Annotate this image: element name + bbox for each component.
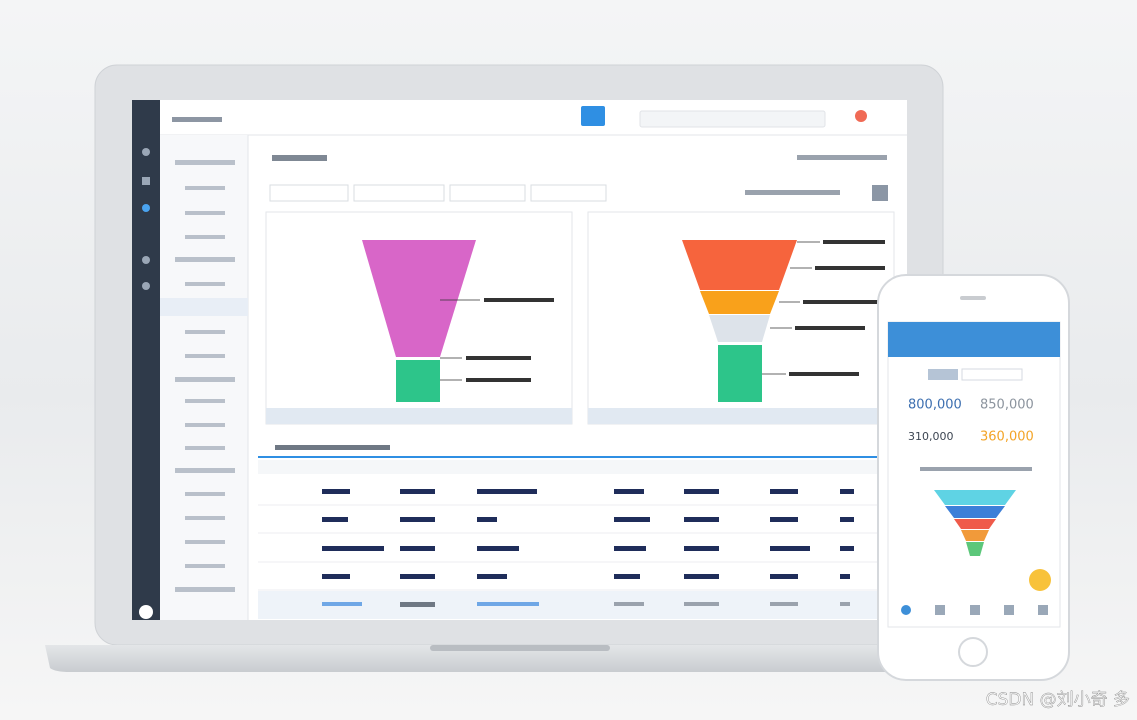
app-title-blur — [172, 117, 222, 122]
laptop-notch — [430, 645, 610, 651]
phone-funnel-stage — [954, 519, 996, 529]
page-title-blur — [272, 155, 327, 161]
funnel-stage — [718, 345, 762, 402]
table-tab-blur — [275, 445, 390, 450]
logo[interactable] — [581, 106, 605, 126]
phone-tab-active[interactable] — [928, 369, 958, 380]
funnel-stage — [709, 315, 770, 342]
panel-footer — [266, 408, 572, 424]
phone-home-button[interactable] — [958, 637, 988, 667]
funnel-stage — [396, 360, 440, 402]
sidebar-icons — [139, 148, 153, 619]
phone-funnel-stage — [934, 490, 1016, 505]
phone-header — [888, 322, 1060, 357]
icon-sidebar — [132, 100, 160, 620]
phone-stat: 360,000 — [980, 430, 1034, 445]
phone-funnel-stage — [961, 530, 989, 541]
header-links-blur — [797, 155, 887, 160]
search-box[interactable] — [639, 110, 826, 128]
laptop-base — [45, 645, 1000, 672]
phone-stat: 850,000 — [980, 398, 1034, 413]
phone-stat: 800,000 — [908, 398, 962, 413]
view-toggle[interactable] — [872, 185, 888, 201]
table-cells-blur — [322, 489, 854, 607]
phone-fab[interactable] — [1029, 569, 1051, 591]
phone-stat: 310,000 — [908, 430, 954, 443]
notification-icon[interactable] — [855, 110, 867, 122]
funnel-stage — [682, 240, 797, 290]
watermark: CSDN @刘小奇 多 — [986, 690, 1130, 710]
phone-funnel-stage — [966, 542, 984, 556]
filter-actions-blur — [745, 190, 840, 195]
funnel-stage — [362, 240, 476, 357]
phone-speaker — [960, 296, 986, 300]
filters[interactable] — [269, 184, 607, 202]
phone-tabs[interactable] — [961, 368, 1023, 381]
phone-caption-blur — [920, 467, 1032, 471]
table-header — [258, 460, 880, 474]
phone-nav[interactable] — [901, 605, 1048, 615]
panel-footer — [588, 408, 894, 424]
funnel-stage — [700, 291, 779, 314]
phone-funnel-stage — [945, 506, 1005, 518]
funnel-labels-blur — [466, 240, 885, 382]
funnel-leaders — [440, 241, 820, 381]
menu-selected — [160, 298, 248, 316]
